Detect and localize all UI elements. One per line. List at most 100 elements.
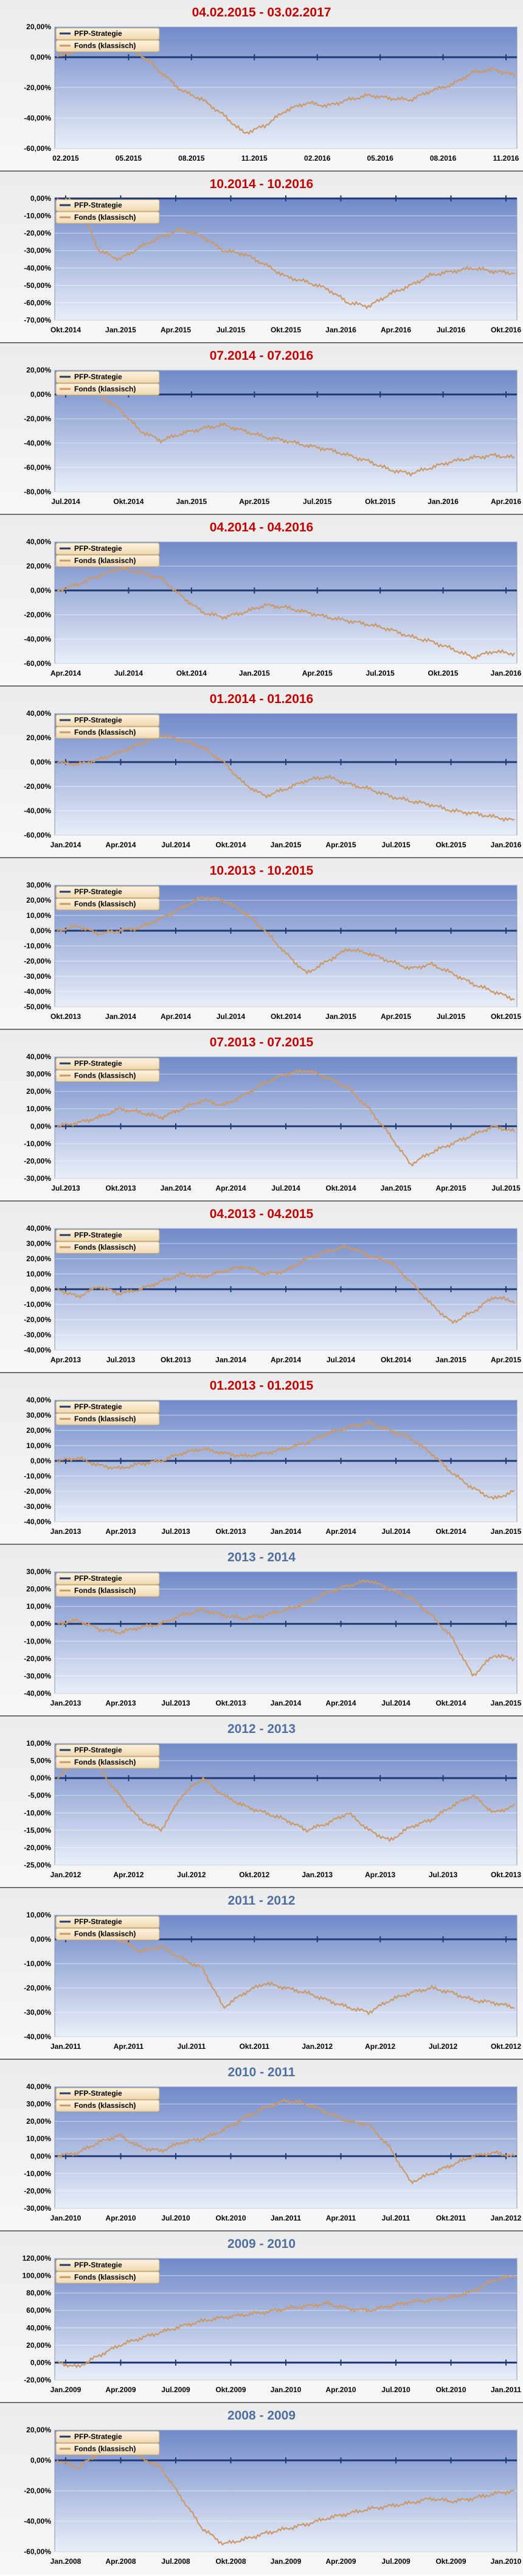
- line-chart: -60,00% -40,00% -20,00% 0,00% 20,00% Jan.2008…: [24, 2426, 521, 2566]
- y-tick-label: -10,00%: [24, 2169, 51, 2178]
- legend: PFP-Strategie Fonds (klassisch): [55, 27, 160, 52]
- y-tick-label: 0,00%: [30, 926, 51, 935]
- y-tick-label: 10,00%: [26, 1911, 51, 1919]
- x-tick-label: Apr.2015: [325, 841, 356, 849]
- legend-entry-pfp-strategie: [55, 1916, 160, 1928]
- legend-label-pfp-strategie: PFP-Strategie: [74, 1574, 122, 1583]
- x-tick-label: Apr.2012: [365, 2042, 395, 2051]
- y-tick-label: 20,00%: [26, 1087, 51, 1096]
- x-tick-label: Apr.2010: [105, 2214, 136, 2222]
- panel-separator: [0, 2059, 523, 2060]
- x-tick-label: Okt.2013: [50, 1012, 81, 1021]
- legend-label-pfp-strategie: PFP-Strategie: [74, 2089, 122, 2098]
- line-chart: -20,00% 0,00% 20,00% 40,00% 60,00% 80,00% 100,…: [23, 2254, 522, 2394]
- legend-entry-fonds: [55, 1241, 160, 1254]
- y-tick-label: 0,00%: [30, 2152, 51, 2160]
- x-tick-label: Jan.2012: [50, 1871, 81, 1879]
- panel-separator: [0, 1372, 523, 1374]
- x-tick-label: Apr.2008: [105, 2557, 136, 2566]
- y-tick-label: 10,00%: [26, 2135, 51, 2143]
- y-tick-label: 30,00%: [26, 2100, 51, 2109]
- legend: PFP-Strategie Fonds (klassisch): [55, 2087, 160, 2112]
- y-tick-label: -60,00%: [24, 144, 51, 153]
- x-tick-label: Apr.2014: [325, 1699, 356, 1707]
- legend-label-pfp-strategie: PFP-Strategie: [74, 1402, 122, 1411]
- x-tick-label: 02.2016: [304, 154, 331, 163]
- legend-label-fonds-klassisch: Fonds (klassisch): [74, 41, 136, 50]
- y-tick-label: 40,00%: [26, 2323, 51, 2332]
- x-tick-label: Jan.2014: [50, 841, 81, 849]
- chart-title: 2010 - 2011: [227, 2065, 296, 2079]
- x-tick-label: Apr.2011: [114, 2042, 144, 2051]
- legend-entry-fonds: [55, 1069, 160, 1082]
- y-tick-label: -20,00%: [24, 2376, 51, 2384]
- legend-label-pfp-strategie: PFP-Strategie: [74, 544, 122, 553]
- panel-separator: [0, 2402, 523, 2404]
- x-tick-label: Okt.2012: [491, 2042, 521, 2051]
- x-tick-label: Jul.2014: [271, 1184, 300, 1192]
- y-tick-label: -40,00%: [24, 114, 51, 122]
- x-tick-label: Jan.2016: [325, 326, 356, 334]
- x-tick-label: Okt.2014: [325, 1184, 356, 1192]
- chart-title: 07.2013 - 07.2015: [209, 1035, 314, 1049]
- panel-separator: [0, 2230, 523, 2232]
- legend-entry-pfp-strategie: [55, 27, 160, 40]
- y-tick-label: -60,00%: [24, 659, 51, 668]
- y-tick-label: 30,00%: [26, 1070, 51, 1079]
- legend-entry-fonds: [55, 2099, 160, 2112]
- y-tick-label: -20,00%: [24, 1315, 51, 1324]
- chart-title: 2011 - 2012: [227, 1894, 296, 1908]
- x-tick-label: Apr.2013: [105, 1699, 136, 1707]
- legend: PFP-Strategie Fonds (klassisch): [55, 2259, 160, 2284]
- y-tick-label: 20,00%: [26, 562, 51, 570]
- y-tick-label: 60,00%: [26, 2306, 51, 2315]
- legend-entry-pfp-strategie: [55, 1572, 160, 1585]
- legend: PFP-Strategie Fonds (klassisch): [55, 714, 160, 739]
- chart-title: 01.2013 - 01.2015: [209, 1379, 314, 1393]
- legend-label-fonds-klassisch: Fonds (klassisch): [74, 2101, 136, 2110]
- x-tick-label: Okt.2015: [428, 669, 459, 677]
- legend-label-fonds-klassisch: Fonds (klassisch): [74, 728, 136, 737]
- x-tick-label: Jan.2015: [491, 1527, 522, 1536]
- legend-entry-fonds: [55, 383, 160, 396]
- line-chart: -80,00% -60,00% -40,00% -20,00% 0,00% 20,00% J…: [24, 366, 521, 506]
- x-tick-label: Apr.2011: [326, 2214, 356, 2222]
- y-tick-label: -25,00%: [24, 1861, 51, 1869]
- legend: PFP-Strategie Fonds (klassisch): [55, 371, 160, 396]
- y-tick-label: -20,00%: [24, 415, 51, 423]
- line-chart: -70,00% -60,00% -50,00% -40,00% -30,00% -20,0…: [24, 194, 521, 334]
- x-tick-label: Jul.2014: [216, 1012, 246, 1021]
- y-tick-label: 20,00%: [26, 2426, 51, 2434]
- y-tick-label: -10,00%: [24, 1139, 51, 1148]
- legend-label-pfp-strategie: PFP-Strategie: [74, 29, 122, 38]
- legend: PFP-Strategie Fonds (klassisch): [55, 1229, 160, 1254]
- panel-separator: [0, 342, 523, 344]
- panel-separator: [0, 685, 523, 687]
- legend: PFP-Strategie Fonds (klassisch): [55, 199, 160, 224]
- y-tick-label: 0,00%: [30, 758, 51, 766]
- y-tick-label: -40,00%: [24, 439, 51, 447]
- x-tick-label: Apr.2014: [325, 1527, 356, 1536]
- legend-entry-fonds: [55, 555, 160, 567]
- x-tick-label: Apr.2015: [302, 669, 333, 677]
- x-tick-label: Okt.2011: [436, 2214, 466, 2222]
- x-tick-label: Apr.2015: [161, 326, 191, 334]
- y-tick-label: 0,00%: [30, 390, 51, 399]
- line-chart: -50,00% -40,00% -30,00% -20,00% -10,00% 0,00%…: [24, 881, 521, 1021]
- legend: PFP-Strategie Fonds (klassisch): [55, 886, 160, 911]
- line-chart: -25,00% -20,00% -15,00% -10,00% -5,00% 0,00% 5…: [24, 1739, 521, 1879]
- x-tick-label: Okt.2010: [435, 2385, 466, 2394]
- x-tick-label: Jan.2014: [215, 1356, 246, 1364]
- x-tick-label: Apr.2014: [50, 669, 81, 677]
- x-tick-label: Jan.2015: [491, 1699, 522, 1707]
- legend-label-fonds-klassisch: Fonds (klassisch): [74, 556, 136, 565]
- panel-separator: [0, 1887, 523, 1889]
- legend: PFP-Strategie Fonds (klassisch): [55, 1057, 160, 1082]
- legend-label-fonds-klassisch: Fonds (klassisch): [74, 1930, 136, 1938]
- x-tick-label: Jul.2013: [51, 1184, 80, 1192]
- x-tick-label: Jan.2012: [302, 2042, 333, 2051]
- legend-entry-fonds: [55, 1756, 160, 1769]
- y-tick-label: -20,00%: [24, 1843, 51, 1852]
- chart-panel: 04.2014 - 04.2016 -60,00% -40,00% -20,00% 0,…: [0, 515, 523, 687]
